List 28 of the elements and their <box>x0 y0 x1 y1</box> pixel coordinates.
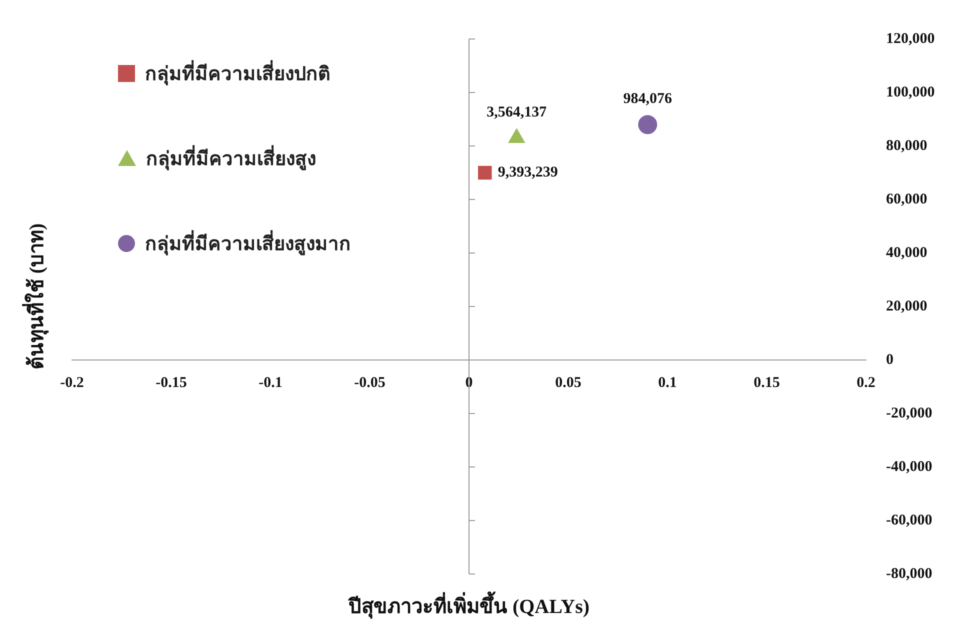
annotation: 9,393,239 <box>498 164 558 181</box>
x-tick-label: -0.2 <box>60 374 84 391</box>
x-tick-label: -0.15 <box>156 374 187 391</box>
y-tick-label: 20,000 <box>886 298 928 314</box>
x-tick-label: 0 <box>465 374 473 391</box>
annotation: 3,564,137 <box>486 104 548 120</box>
annotation: 984,076 <box>623 90 673 107</box>
y-axis-title: ต้นทุนที่ใช้ (บาท) <box>21 223 50 370</box>
x-tick-label: -0.1 <box>258 374 282 391</box>
legend-label: กลุ่มที่มีความเสี่ยงปกติ <box>145 59 330 88</box>
x-tick-label: 0.2 <box>856 374 876 391</box>
legend-label: กลุ่มที่มีความเสี่ยงสูง <box>146 144 316 172</box>
y-tick-label: 100,000 <box>886 84 935 100</box>
y-tick-label: -80,000 <box>886 566 932 582</box>
y-tick-label: -40,000 <box>886 458 932 475</box>
y-tick-label: 80,000 <box>886 138 928 154</box>
y-tick-label: 60,000 <box>886 191 928 208</box>
y-tick-label: 0 <box>886 352 894 368</box>
x-tick-label: 0.05 <box>555 374 582 391</box>
y-tick-label: 120,000 <box>886 30 935 47</box>
legend-label: กลุ่มที่มีความเสี่ยงสูงมาก <box>145 229 351 258</box>
y-tick-label: -20,000 <box>886 405 932 422</box>
y-tick-label: 40,000 <box>886 244 928 261</box>
y-tick-label: -60,000 <box>886 512 932 528</box>
x-tick-label: 0.15 <box>754 374 780 391</box>
x-tick-label: -0.05 <box>354 374 386 391</box>
x-axis-title: ปีสุขภาวะที่เพิ่มขึ้น (QALYs) <box>347 591 590 620</box>
x-tick-label: 0.1 <box>658 374 677 391</box>
